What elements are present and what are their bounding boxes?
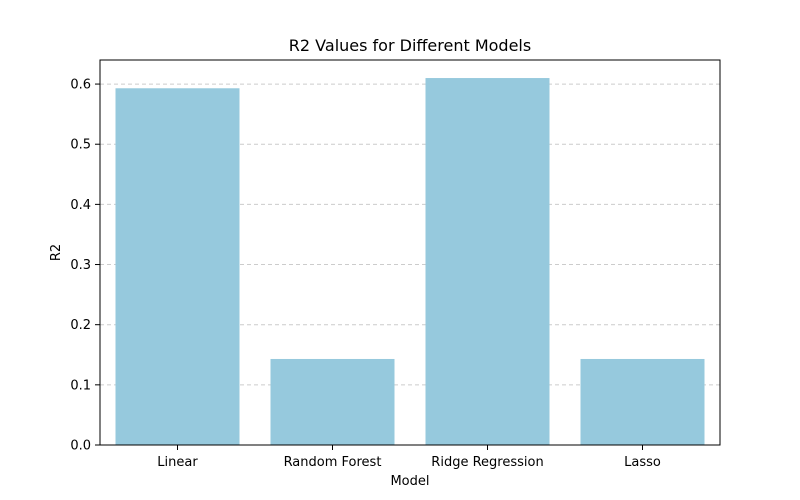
bar	[115, 88, 240, 445]
x-axis-ticks: Linear Random Forest Ridge Regression Lasso	[157, 445, 661, 470]
grid-lines	[100, 83, 720, 386]
chart-title: R2 Values for Different Models	[289, 36, 531, 55]
x-tick-label: Linear	[157, 455, 198, 470]
y-tick-label: 0.5	[70, 138, 91, 153]
y-axis-ticks: 0.0 0.1 0.2 0.3 0.4 0.5 0.6	[70, 78, 100, 454]
y-tick-label: 0.1	[70, 378, 91, 393]
y-tick-label: 0.4	[70, 198, 91, 213]
x-tick-label: Random Forest	[284, 455, 382, 470]
bar	[270, 358, 395, 445]
y-tick-label: 0.6	[70, 78, 91, 93]
y-tick-label: 0.0	[70, 439, 91, 454]
plot-frame	[99, 59, 721, 446]
bar	[580, 358, 705, 445]
x-axis-label: Model	[390, 474, 429, 489]
bars	[115, 78, 705, 445]
y-tick-label: 0.3	[70, 258, 91, 273]
x-tick-label: Ridge Regression	[431, 455, 543, 470]
y-axis-label: R2	[49, 244, 64, 261]
x-tick-label: Lasso	[624, 455, 661, 470]
y-tick-label: 0.2	[70, 318, 91, 333]
bar	[425, 78, 550, 445]
